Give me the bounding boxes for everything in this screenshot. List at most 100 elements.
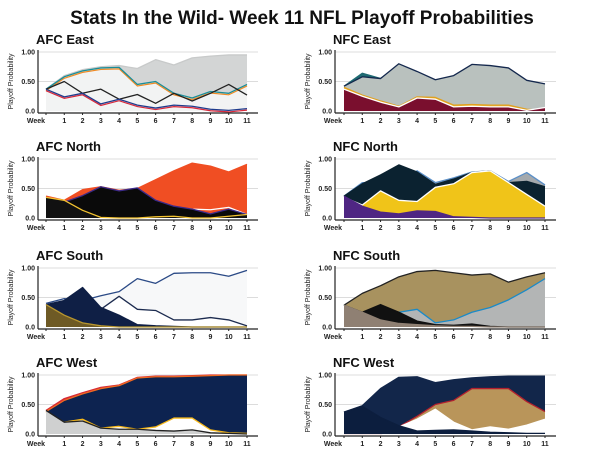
x-tick-label: 1 xyxy=(360,441,364,448)
y-tick-label: 0.0 xyxy=(322,216,332,223)
x-tick-label: 6 xyxy=(154,118,158,125)
x-tick-label: 5 xyxy=(135,225,139,232)
series-line-1 xyxy=(343,164,546,197)
x-tick-label: Week xyxy=(324,441,342,448)
series-area-3 xyxy=(344,305,545,327)
series-line-3 xyxy=(343,405,545,435)
series-line-2 xyxy=(343,86,546,112)
x-tick-label: 9 xyxy=(507,334,511,341)
series-area-1 xyxy=(46,67,247,111)
x-tick-label: 8 xyxy=(190,334,194,341)
x-tick-label: 4 xyxy=(415,441,419,448)
x-tick-label: 9 xyxy=(209,225,213,232)
y-tick-label: 1.00 xyxy=(318,157,332,164)
x-tick-label: 2 xyxy=(379,118,383,125)
x-tick-label: 4 xyxy=(415,118,419,125)
series-area-1 xyxy=(344,63,545,111)
x-tick-label: 6 xyxy=(452,441,456,448)
series-line-2 xyxy=(343,170,546,207)
x-tick-label: 9 xyxy=(209,334,213,341)
y-axis-label: Playoff Probability xyxy=(8,160,15,216)
series-area-3 xyxy=(46,197,247,218)
x-tick-label: 7 xyxy=(172,118,176,125)
x-tick-label: 7 xyxy=(172,225,176,232)
x-tick-label: 10 xyxy=(523,118,531,125)
x-tick-label: 2 xyxy=(81,118,85,125)
y-tick-label: 0.50 xyxy=(21,79,35,86)
x-tick-label: 11 xyxy=(243,334,251,341)
y-tick-label: 0.50 xyxy=(318,186,332,193)
series-area-2 xyxy=(46,287,247,327)
series-line-3 xyxy=(45,409,248,435)
x-tick-label: 3 xyxy=(397,334,401,341)
x-tick-label: 9 xyxy=(507,225,511,232)
series-area-3 xyxy=(46,304,247,327)
x-tick-label: 9 xyxy=(507,441,511,448)
series-line-2 xyxy=(45,411,248,435)
x-tick-label: 8 xyxy=(488,225,492,232)
x-tick-label: 3 xyxy=(397,441,401,448)
x-tick-label: 4 xyxy=(415,334,419,341)
series-line-accent-3 xyxy=(45,90,248,113)
x-tick-label: 5 xyxy=(135,118,139,125)
y-tick-label: 0.0 xyxy=(322,432,332,439)
x-tick-label: 11 xyxy=(541,118,549,125)
x-tick-label: 8 xyxy=(488,334,492,341)
x-tick-label: 6 xyxy=(452,225,456,232)
panel-title: NFC East xyxy=(333,32,391,47)
x-tick-label: Week xyxy=(27,334,45,341)
x-tick-label: 9 xyxy=(209,118,213,125)
x-tick-label: 10 xyxy=(225,118,233,125)
x-tick-label: 1 xyxy=(62,118,66,125)
panel-title: NFC West xyxy=(333,355,395,370)
x-tick-label: 7 xyxy=(470,225,474,232)
y-tick-label: 0.0 xyxy=(25,109,35,116)
x-tick-label: 1 xyxy=(360,118,364,125)
x-tick-label: 7 xyxy=(172,441,176,448)
x-tick-label: Week xyxy=(27,118,45,125)
x-tick-label: 11 xyxy=(243,225,251,232)
x-tick-label: 7 xyxy=(470,334,474,341)
y-tick-label: 1.00 xyxy=(21,157,35,164)
series-area-3 xyxy=(344,89,545,111)
x-tick-label: 1 xyxy=(62,441,66,448)
y-tick-label: 0.0 xyxy=(25,325,35,332)
chart-title: Stats In the Wild- Week 11 NFL Playoff P… xyxy=(70,8,534,29)
panel-title: AFC South xyxy=(36,248,103,263)
y-tick-label: 1.00 xyxy=(21,373,35,380)
y-axis-label: Playoff Probability xyxy=(305,53,312,109)
x-tick-label: 10 xyxy=(523,225,531,232)
series-area-2 xyxy=(344,170,545,218)
x-tick-label: 11 xyxy=(541,441,549,448)
series-line-2 xyxy=(45,80,248,104)
panel-title: AFC North xyxy=(36,139,101,154)
y-tick-label: 0.0 xyxy=(322,325,332,332)
x-tick-label: 3 xyxy=(397,225,401,232)
x-tick-label: 1 xyxy=(62,334,66,341)
x-tick-label: 6 xyxy=(154,334,158,341)
series-line-3 xyxy=(343,304,545,328)
series-line-0 xyxy=(343,375,545,413)
series-line-3 xyxy=(343,88,546,112)
y-axis-label: Playoff Probability xyxy=(8,53,15,109)
x-tick-label: 4 xyxy=(117,334,121,341)
y-tick-label: 0.0 xyxy=(25,216,35,223)
series-area-3 xyxy=(344,196,545,218)
y-axis-label: Playoff Probability xyxy=(8,376,15,432)
y-tick-label: 0.50 xyxy=(318,79,332,86)
x-tick-label: 5 xyxy=(433,334,437,341)
x-tick-label: 5 xyxy=(433,441,437,448)
x-tick-label: 8 xyxy=(190,441,194,448)
x-tick-label: 2 xyxy=(379,225,383,232)
y-axis-label: Playoff Probability xyxy=(305,269,312,325)
series-line-1 xyxy=(343,63,546,87)
series-line-3 xyxy=(45,304,247,328)
x-tick-label: 3 xyxy=(99,441,103,448)
x-tick-label: Week xyxy=(324,225,342,232)
